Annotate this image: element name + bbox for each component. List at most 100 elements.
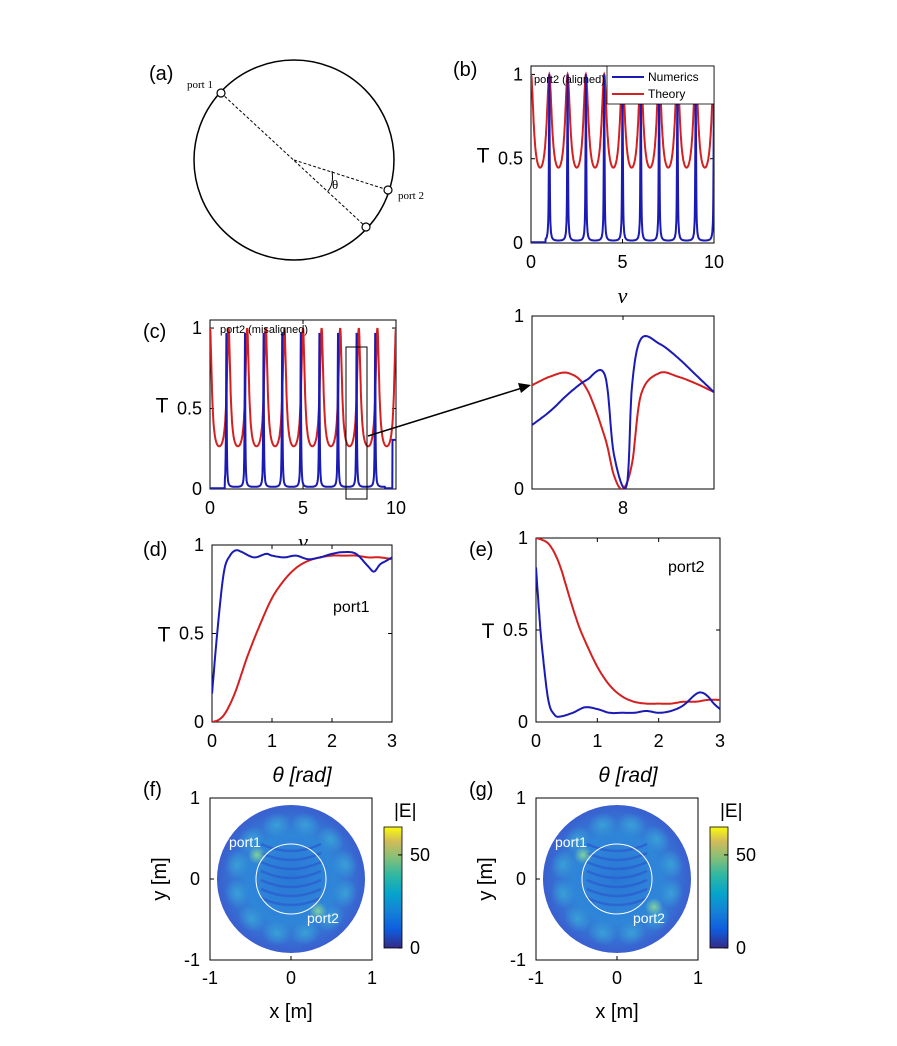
x-tick-label: 3 bbox=[715, 731, 725, 751]
field-lobe bbox=[658, 878, 684, 909]
y-tick-label: -1 bbox=[184, 950, 200, 970]
x-axis-label: x [m] bbox=[595, 1001, 638, 1023]
legend: Numerics Theory bbox=[606, 65, 715, 105]
field-stripe bbox=[586, 896, 648, 907]
y-tick-label: 0 bbox=[518, 712, 528, 732]
panel-label-d: (d) bbox=[143, 539, 167, 561]
x-tick-label: 0 bbox=[205, 498, 215, 518]
field-stripe bbox=[260, 896, 322, 907]
panel-label-b: (b) bbox=[453, 59, 477, 81]
x-tick-label: 0 bbox=[531, 731, 541, 751]
x-axis-label: θ [rad] bbox=[272, 764, 332, 787]
y-axis-label: T bbox=[482, 620, 495, 643]
x-tick-label: -1 bbox=[528, 968, 544, 988]
y-tick-label: 0.5 bbox=[498, 149, 523, 169]
legend-label-theory: Theory bbox=[648, 87, 685, 101]
y-tick-label: 0 bbox=[514, 479, 524, 499]
x-tick-label: 3 bbox=[387, 731, 397, 751]
annotation: port2 bbox=[668, 559, 705, 576]
y-axis-label: y [m] bbox=[149, 857, 171, 900]
cavity-circle bbox=[193, 59, 395, 261]
field-stripe bbox=[586, 842, 648, 853]
field-lobe bbox=[616, 812, 647, 838]
panel-label-g: (g) bbox=[469, 779, 493, 801]
panel-label-a: (a) bbox=[149, 63, 173, 85]
field-lobe bbox=[332, 849, 358, 880]
field-lobe bbox=[587, 920, 618, 946]
y-tick-label: 1 bbox=[514, 306, 524, 326]
series-theory-line bbox=[536, 538, 720, 705]
inner-circle bbox=[581, 843, 653, 915]
field-lobe bbox=[290, 812, 321, 838]
field-lobe bbox=[261, 920, 292, 946]
y-tick-label: 0.5 bbox=[179, 624, 204, 644]
field-lobe bbox=[290, 920, 321, 946]
x-tick-label: 10 bbox=[704, 252, 724, 272]
series-numerics-line bbox=[536, 567, 720, 718]
x-tick-label: 0 bbox=[286, 968, 296, 988]
y-tick-label: 0.5 bbox=[503, 620, 528, 640]
colorbar-label: |E| bbox=[394, 801, 417, 822]
colorbar bbox=[709, 826, 729, 949]
x-tick-label: 5 bbox=[617, 252, 627, 272]
y-axis-label: T bbox=[156, 395, 169, 418]
x-tick-label: 8 bbox=[618, 498, 628, 518]
chart-d: 0 1 2 3 0 0.5 1 Tθ [rad] port1 bbox=[158, 535, 397, 787]
y-tick-label: 0 bbox=[190, 869, 200, 889]
port1-label: port 1 bbox=[187, 79, 213, 91]
aligned-port-marker bbox=[361, 222, 371, 232]
field-lobe bbox=[658, 849, 684, 880]
panel-label-f: (f) bbox=[143, 779, 162, 801]
field-stripe bbox=[260, 869, 322, 880]
x-tick-label: 2 bbox=[654, 731, 664, 751]
chart-c: 0 5 10 0 0.5 1 Tν port2 (misaligned) bbox=[156, 318, 406, 554]
field-lobe bbox=[563, 905, 592, 933]
colorbar bbox=[383, 826, 403, 949]
field-stripe bbox=[586, 878, 648, 889]
theta-symbol: θ bbox=[332, 177, 338, 192]
y-tick-label: 0.5 bbox=[177, 399, 202, 419]
panel-label-c: (c) bbox=[143, 321, 166, 343]
annotation-port2: port2 bbox=[307, 910, 339, 926]
x-axis-label: ν bbox=[298, 529, 308, 554]
y-axis-label: T bbox=[477, 145, 490, 168]
chart-c-zoom: 8 0 1 bbox=[514, 306, 715, 518]
x-tick-label: 0 bbox=[526, 252, 536, 272]
chart-e: 0 1 2 3 0 0.5 1 Tθ [rad] port2 bbox=[482, 528, 725, 787]
annotation: port2 (aligned) bbox=[534, 74, 605, 86]
x-tick-label: 1 bbox=[693, 968, 703, 988]
annotation-port1: port1 bbox=[555, 834, 587, 850]
y-tick-label: 1 bbox=[513, 64, 523, 84]
x-tick-label: 0 bbox=[612, 968, 622, 988]
x-tick-label: 0 bbox=[207, 731, 217, 751]
field-lobe bbox=[224, 878, 250, 909]
x-tick-label: 10 bbox=[386, 498, 406, 518]
series-numerics-line bbox=[532, 334, 714, 489]
field-stripe bbox=[260, 842, 322, 853]
annotation: port1 bbox=[333, 599, 370, 616]
field-stripe bbox=[586, 860, 648, 871]
field-lobe bbox=[550, 849, 576, 880]
field-lobe bbox=[316, 825, 345, 853]
field-lobe bbox=[550, 878, 576, 909]
x-axis-label: ν bbox=[618, 283, 628, 308]
field-stripe bbox=[260, 851, 322, 862]
annotation: port2 (misaligned) bbox=[220, 324, 308, 336]
y-tick-label: 0 bbox=[192, 479, 202, 499]
port2-marker bbox=[383, 185, 393, 195]
series-theory-line bbox=[212, 554, 392, 722]
field-stripe bbox=[586, 887, 648, 898]
panel-label-e: (e) bbox=[469, 539, 493, 561]
y-tick-label: 1 bbox=[192, 318, 202, 338]
dashed-radius-port2 bbox=[293, 159, 389, 191]
plot-frame bbox=[535, 537, 721, 723]
x-tick-label: 1 bbox=[367, 968, 377, 988]
series-numerics-line bbox=[210, 332, 396, 489]
zoom-arrow-head bbox=[518, 383, 531, 393]
port1-marker bbox=[216, 88, 226, 98]
plot-frame bbox=[211, 544, 393, 723]
field-lobe bbox=[616, 920, 647, 946]
y-tick-label: 1 bbox=[190, 788, 200, 808]
annotation-port1: port1 bbox=[229, 834, 261, 850]
hotspot-port2 bbox=[309, 902, 327, 920]
